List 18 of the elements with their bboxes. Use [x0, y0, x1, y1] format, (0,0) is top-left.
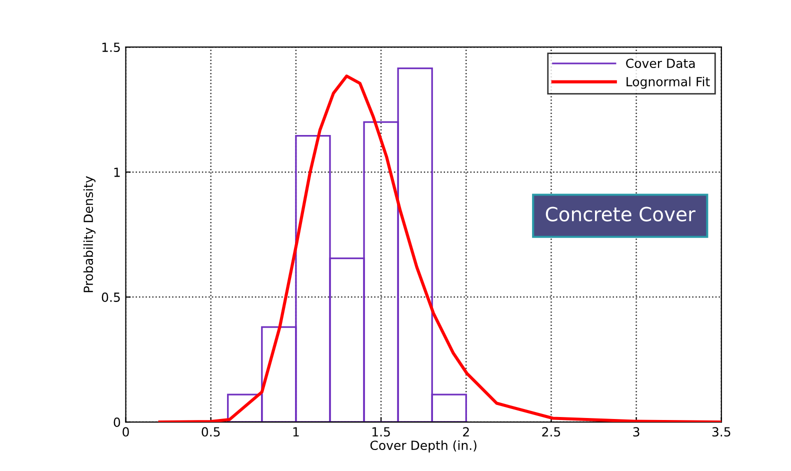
legend-label: Lognormal Fit — [626, 76, 710, 89]
x-tick-label: 3 — [633, 427, 640, 437]
x-tick-label: 0.5 — [202, 427, 220, 437]
annotation: Concrete Cover — [546, 206, 696, 222]
y-axis-title: Probability Density — [83, 176, 96, 292]
y-tick-label: 1 — [114, 168, 120, 177]
x-tick-label: 0 — [122, 427, 129, 437]
line-series — [158, 74, 722, 422]
x-tick-label: 3.5 — [712, 427, 730, 437]
x-tick-label: 2 — [463, 427, 469, 436]
y-tick-label: 1.5 — [102, 42, 120, 52]
x-tick-label: 2.5 — [542, 427, 560, 437]
x-tick-label: 1.5 — [372, 427, 390, 437]
x-tick-label: 1 — [293, 427, 299, 436]
y-tick-label: 0 — [114, 417, 120, 427]
x-axis-title: Cover Depth (in.) — [370, 440, 476, 452]
y-tick-label: 0.5 — [102, 292, 120, 302]
legend-label: Cover Data — [626, 58, 695, 68]
